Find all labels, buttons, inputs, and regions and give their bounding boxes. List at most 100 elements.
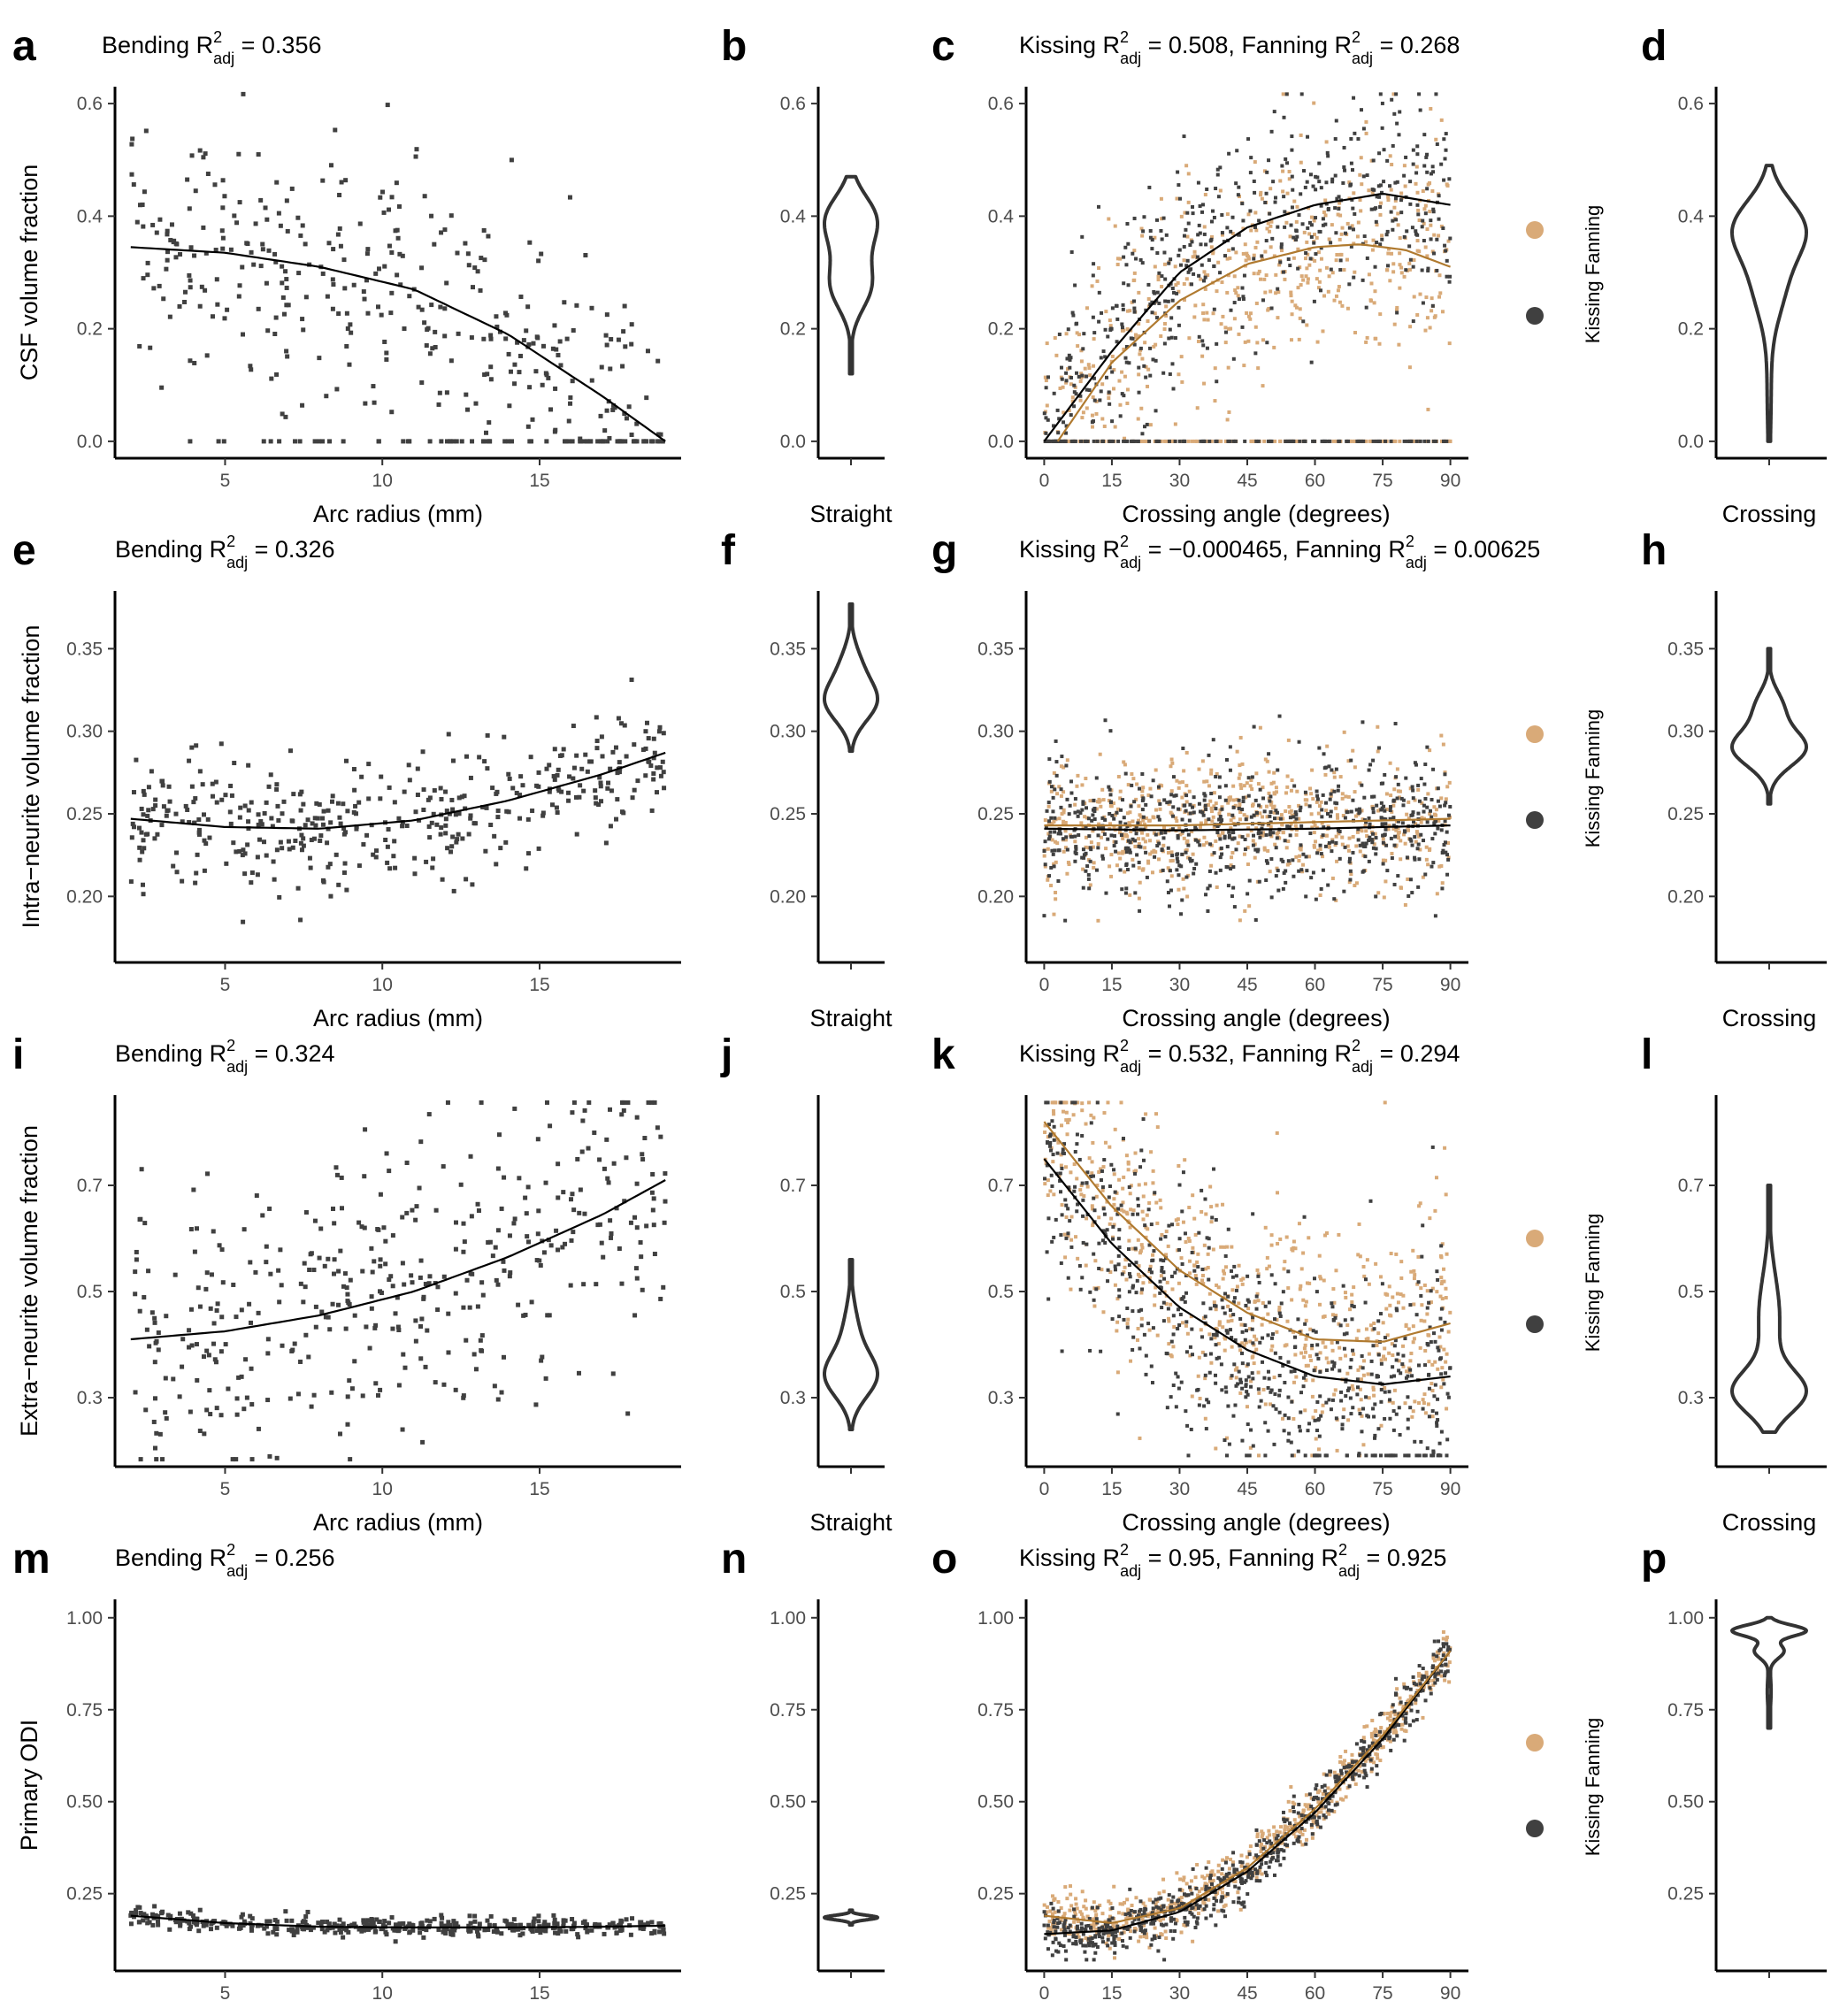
bending-point xyxy=(339,1206,344,1211)
bending-point xyxy=(471,821,477,826)
bending-ytick-label: 0.0 xyxy=(77,432,103,452)
bending-point xyxy=(433,329,438,334)
fanning-point xyxy=(1263,1421,1268,1425)
kissing-point xyxy=(1351,1387,1355,1391)
kissing-point xyxy=(1346,848,1351,853)
bending-point xyxy=(391,854,396,859)
x-axis-title: Arc radius (mm) xyxy=(313,501,483,527)
kissing-point xyxy=(1440,1366,1445,1370)
bending-point xyxy=(231,840,236,846)
kissing-point xyxy=(1138,821,1143,825)
bending-point xyxy=(517,793,523,798)
bending-point xyxy=(363,401,368,406)
fanning-point xyxy=(1043,862,1047,867)
fanning-point xyxy=(1345,439,1350,443)
kissing-point xyxy=(1223,1265,1228,1269)
kissing-point xyxy=(1192,249,1197,254)
kissing-point xyxy=(1313,233,1317,237)
bending-point xyxy=(413,809,418,815)
fanning-point xyxy=(1108,787,1112,792)
kissing-point xyxy=(1294,855,1299,859)
fanning-point xyxy=(1294,228,1299,233)
kissing-point xyxy=(1125,401,1130,405)
bending-point xyxy=(579,439,584,444)
bending-point xyxy=(312,439,318,444)
kissing-point xyxy=(1138,813,1142,817)
fanning-point xyxy=(1423,796,1428,801)
fanning-point xyxy=(1177,439,1182,443)
fanning-point xyxy=(1414,229,1418,234)
kissing-point xyxy=(1253,211,1258,215)
fanning-point xyxy=(1133,839,1138,843)
kissing-point xyxy=(1152,848,1156,853)
bending-point xyxy=(317,439,322,444)
kissing-point xyxy=(1072,1162,1077,1167)
fanning-point xyxy=(1371,439,1376,443)
bending-point xyxy=(574,303,579,308)
fanning-point xyxy=(1303,1322,1307,1326)
kissing-point xyxy=(1446,841,1451,846)
kissing-point xyxy=(1307,1281,1312,1285)
fanning-point xyxy=(1086,816,1091,821)
kissing-point xyxy=(1146,793,1151,797)
bending-point xyxy=(492,833,497,839)
fanning-point xyxy=(1115,340,1119,344)
fanning-point xyxy=(1097,319,1101,324)
kissing-point xyxy=(1397,1359,1401,1363)
kissing-point xyxy=(1360,829,1364,833)
fanning-point xyxy=(1430,165,1435,169)
bending-point xyxy=(160,783,165,788)
fanning-point xyxy=(1180,817,1184,822)
kissing-point xyxy=(1073,385,1077,389)
fanning-point xyxy=(1391,824,1396,828)
bending-point xyxy=(203,151,208,157)
bending-point xyxy=(548,1243,554,1248)
fanning-point xyxy=(1207,817,1211,822)
bending-ytick-label: 0.5 xyxy=(77,1282,103,1302)
fanning-point xyxy=(1301,852,1306,856)
bending-point xyxy=(217,1243,222,1248)
fanning-point xyxy=(1150,1381,1154,1385)
bending-point xyxy=(320,816,326,821)
bending-point xyxy=(366,762,372,767)
fanning-point xyxy=(1049,785,1054,789)
kissing-point xyxy=(1280,823,1284,827)
bending-point xyxy=(638,1240,643,1246)
fanning-point xyxy=(1411,796,1415,801)
fanning-point xyxy=(1412,820,1416,824)
fanning-point xyxy=(1413,761,1417,765)
kissing-point xyxy=(1081,824,1085,829)
kissing-point xyxy=(1229,826,1233,831)
kissing-point xyxy=(1382,1354,1386,1359)
fanning-point xyxy=(1092,398,1097,402)
kissing-point xyxy=(1357,1222,1361,1226)
fanning-point xyxy=(1356,137,1361,142)
fanning-point xyxy=(1232,905,1237,909)
bending-point xyxy=(578,436,583,441)
fanning-point xyxy=(1044,824,1048,829)
kissing-point xyxy=(1092,1304,1097,1308)
fanning-point xyxy=(1252,257,1256,261)
bending-point xyxy=(131,182,136,188)
bending-point xyxy=(658,1134,663,1139)
bending-point xyxy=(473,1367,479,1372)
kissing-point xyxy=(1229,863,1233,868)
kissing-point xyxy=(1254,1338,1259,1342)
bending-point xyxy=(394,180,399,186)
bending-point xyxy=(426,824,432,829)
fanning-point xyxy=(1128,848,1132,853)
fanning-point xyxy=(1049,865,1054,870)
fanning-point xyxy=(1407,893,1411,898)
fanning-point xyxy=(1448,274,1453,279)
bending-point xyxy=(219,1315,225,1320)
bending-point xyxy=(487,420,492,425)
bending-ytick-label: 0.2 xyxy=(77,319,103,340)
bending-point xyxy=(407,439,412,444)
bending-point xyxy=(286,839,291,844)
kissing-point xyxy=(1397,795,1401,800)
bending-point xyxy=(387,243,392,249)
kissing-point xyxy=(1090,284,1094,288)
kissing-point xyxy=(1389,1314,1393,1318)
kissing-point xyxy=(1272,345,1276,349)
fanning-point xyxy=(1204,242,1208,247)
